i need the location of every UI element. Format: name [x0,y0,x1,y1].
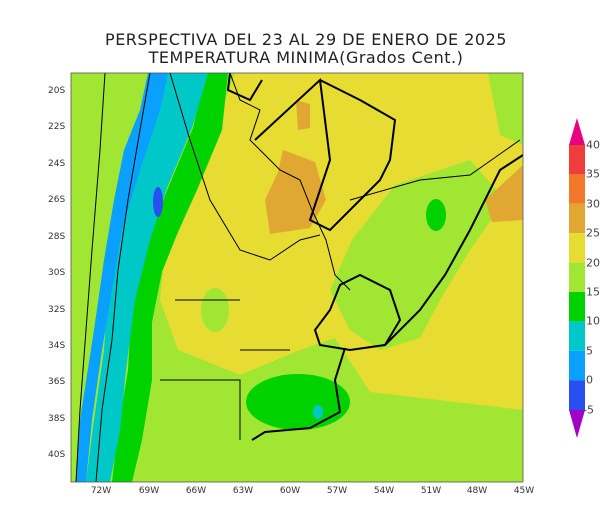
lime-center-patch [201,288,229,332]
lat-label: 32S [48,305,66,315]
colorbar-label: 10 [586,314,600,328]
lat-label: 24S [48,159,66,169]
green-east-patch [426,199,446,231]
lon-label: 57W [326,486,348,496]
sky-blue-andes-band [76,73,168,482]
colorbar-label: 0 [586,373,593,387]
colorbar-seg-35-40 [569,145,585,175]
lon-label: 72W [90,486,112,496]
colorbar-label: -5 [583,403,594,417]
green-andes-band [112,73,228,482]
lime-east-region [330,160,505,350]
lime-north-patch [80,92,96,128]
colorbar-seg-minus5-0 [569,380,585,410]
lat-label: 34S [48,341,66,351]
lat-label: 36S [48,377,66,387]
colorbar-bottom-arrow [569,410,585,438]
colorbar-seg-30-35 [569,174,585,204]
lat-label: 26S [48,195,66,205]
colorbar-top-arrow [569,118,585,145]
colorbar [569,118,585,438]
colorbar-seg-15-20 [569,262,585,292]
green-south-patch [246,374,350,430]
gold-east-patch [485,165,523,222]
lon-label: 63W [232,486,254,496]
colorbar-seg-10-15 [569,292,585,322]
borders [75,73,521,482]
lon-label: 54W [373,486,395,496]
lon-label: 51W [420,486,442,496]
lat-label: 20S [48,86,66,96]
colorbar-label: 5 [586,344,593,358]
lat-label: 30S [48,268,66,278]
colorbar-seg-5-10 [569,321,585,351]
lat-label: 22S [48,122,66,132]
colorbar-label: 15 [586,285,600,299]
gold-north-patch [296,100,310,130]
lat-label: 40S [48,450,66,460]
lat-label: 28S [48,232,66,242]
colorbar-seg-0-5 [569,350,585,381]
lon-label: 48W [466,486,488,496]
lon-label: 66W [185,486,207,496]
teal-south-patch [313,405,323,419]
colorbar-label: 35 [586,167,600,181]
blue-patch [153,187,163,217]
lon-label: 69W [138,486,160,496]
lat-label: 38S [48,414,66,424]
gold-paraguay-region [265,150,326,234]
colorbar-label: 25 [586,226,600,240]
colorbar-label: 30 [586,197,600,211]
colorbar-seg-20-25 [569,233,585,263]
lime-northeast-region [488,73,523,145]
colorbar-label: 20 [586,256,600,270]
map-frame [70,72,524,483]
lon-label: 45W [513,486,535,496]
title-line-1: PERSPECTIVA DEL 23 AL 29 DE ENERO DE 202… [105,30,507,49]
title-line-2: TEMPERATURA MINIMA(Grados Cent.) [148,48,464,67]
teal-andes-band [86,73,208,482]
lon-label: 60W [279,486,301,496]
coastline-thick [226,73,523,441]
colorbar-label: 40 [586,138,600,152]
colorbar-seg-25-30 [569,203,585,234]
